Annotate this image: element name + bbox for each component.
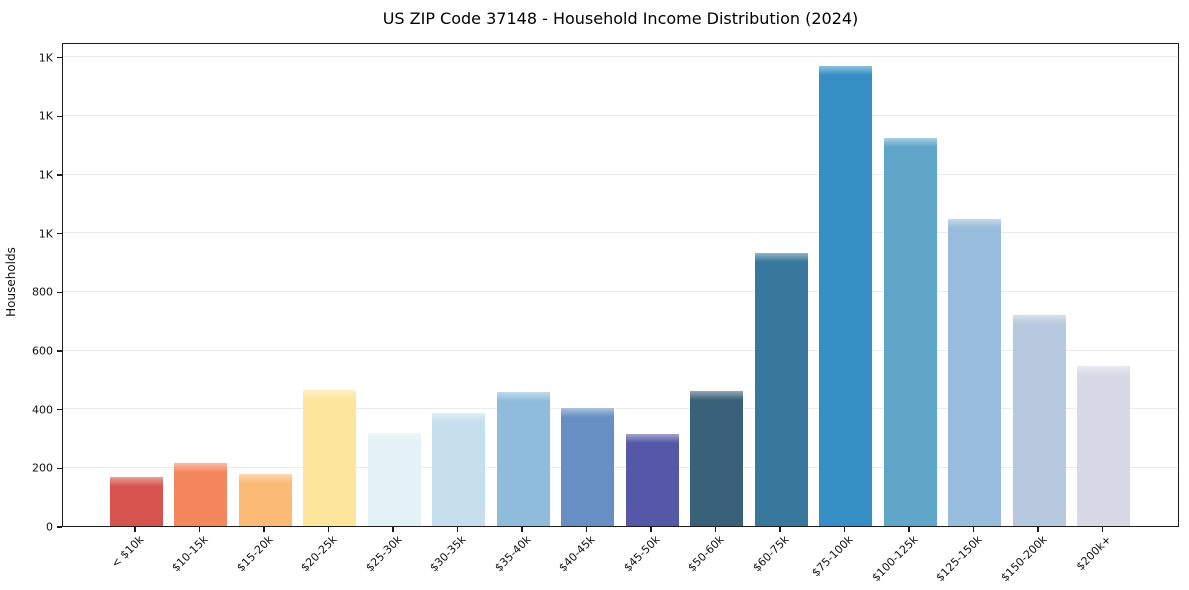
y-tick-mark — [57, 57, 62, 59]
x-tick-label: $25-30k — [362, 533, 405, 575]
bar-$200k+ — [1077, 366, 1130, 526]
bar-$75-100k — [819, 66, 872, 526]
gridline-y-1400 — [63, 114, 1178, 116]
x-tick-label: $20-25k — [298, 533, 340, 575]
x-tick-label: $60-75k — [749, 533, 792, 575]
y-tick-label: 1K — [38, 227, 53, 241]
bar-< $10k — [109, 477, 163, 526]
bar-$125-150k — [948, 218, 1001, 526]
x-tick-label: $200k+ — [1073, 533, 1114, 574]
bar-$25-30k — [367, 433, 421, 526]
x-tick-mark — [650, 527, 652, 532]
x-tick-mark — [521, 527, 523, 532]
gridline-y-800 — [63, 290, 1178, 292]
y-tick-mark — [57, 467, 62, 469]
y-tick-mark — [57, 526, 62, 528]
x-tick-mark — [456, 527, 459, 532]
x-tick-label: $50-60k — [685, 533, 727, 575]
x-tick-mark — [1101, 527, 1104, 532]
y-tick-mark — [57, 291, 62, 293]
x-tick-mark — [198, 527, 201, 532]
bar-$40-45k — [561, 408, 614, 526]
y-tick-label: 1K — [38, 109, 53, 123]
x-tick-mark — [327, 527, 330, 532]
x-tick-mark — [843, 527, 846, 532]
bar-$15-20k — [238, 474, 292, 526]
x-tick-mark — [908, 527, 910, 532]
gridline-y-600 — [63, 349, 1178, 351]
x-tick-mark — [1037, 527, 1039, 532]
plot-area — [62, 43, 1179, 527]
x-tick-label: $45-50k — [620, 533, 663, 575]
x-tick-label: $150-200k — [998, 533, 1050, 585]
y-tick-label: 600 — [32, 344, 53, 358]
bar-$45-50k — [625, 434, 679, 526]
x-tick-label: $75-100k — [809, 533, 856, 580]
bar-$100-125k — [883, 138, 937, 526]
x-tick-label: $40-45k — [556, 533, 598, 575]
bar-$30-35k — [432, 412, 485, 526]
x-tick-label: $30-35k — [427, 533, 469, 575]
x-tick-label: $15-20k — [233, 533, 276, 575]
y-tick-label: 1K — [38, 51, 53, 65]
x-tick-label: $35-40k — [491, 533, 534, 575]
bar-$150-200k — [1012, 315, 1066, 526]
bar-$20-25k — [303, 389, 356, 526]
x-tick-label: $10-15k — [169, 533, 211, 575]
chart-title: US ZIP Code 37148 - Household Income Dis… — [382, 9, 859, 28]
y-tick-mark — [57, 350, 62, 352]
y-tick-label: 1K — [38, 168, 53, 182]
bar-$50-60k — [690, 390, 743, 526]
gridline-y-1200 — [63, 173, 1178, 175]
y-tick-mark — [57, 409, 62, 411]
y-tick-mark — [57, 174, 62, 176]
bar-$10-15k — [174, 463, 227, 526]
x-tick-mark — [263, 527, 265, 532]
y-tick-label: 400 — [32, 403, 53, 417]
gridline-y-400 — [63, 408, 1178, 410]
gridline-y-1600 — [63, 56, 1178, 58]
y-tick-mark — [57, 233, 62, 235]
x-tick-label: $100-125k — [869, 533, 921, 585]
y-tick-label: 800 — [32, 285, 53, 299]
x-tick-mark — [392, 527, 394, 532]
gridline-y-200 — [63, 466, 1178, 468]
bar-$60-75k — [754, 252, 808, 526]
x-tick-mark — [134, 527, 136, 532]
x-tick-mark — [714, 527, 717, 532]
y-tick-label: 0 — [46, 520, 53, 534]
x-tick-mark — [779, 527, 781, 532]
y-tick-mark — [57, 115, 62, 117]
x-tick-mark — [585, 527, 588, 532]
y-tick-label: 200 — [32, 461, 53, 475]
bar-$35-40k — [496, 391, 550, 526]
y-axis-title: Households — [4, 247, 18, 317]
x-tick-label: < $10k — [108, 533, 147, 571]
x-tick-label: $125-150k — [933, 533, 985, 585]
x-tick-mark — [972, 527, 975, 532]
gridline-y-1000 — [63, 232, 1178, 234]
